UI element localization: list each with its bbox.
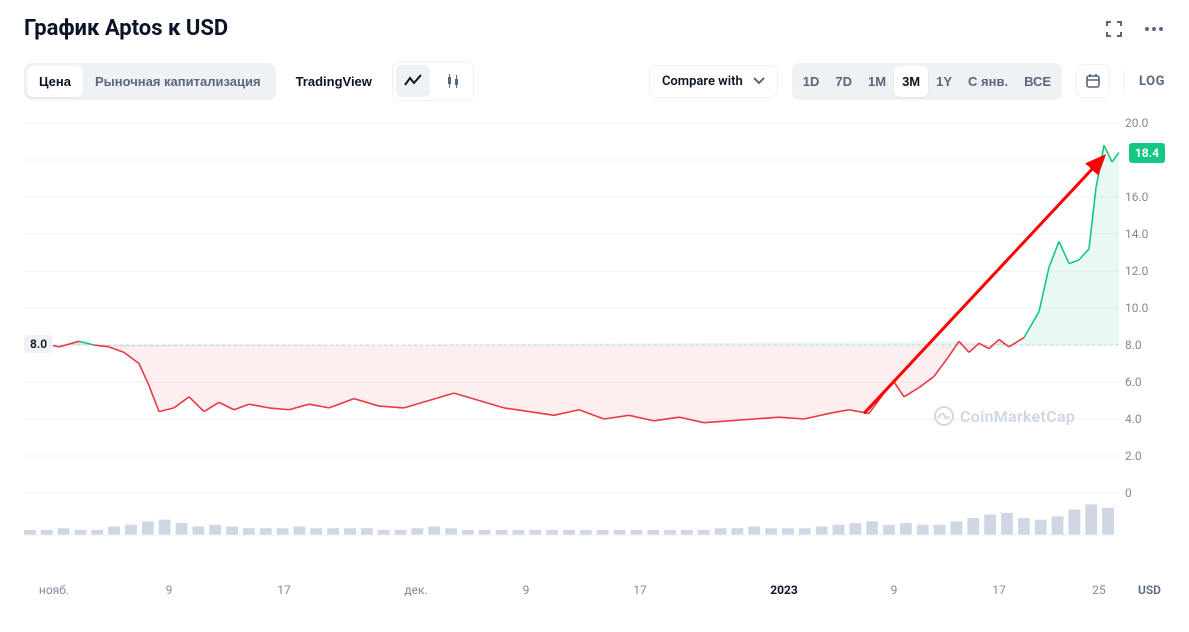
range-1M[interactable]: 1M: [860, 66, 894, 97]
tradingview-button[interactable]: TradingView: [290, 66, 378, 97]
watermark: CoinMarketCap: [934, 406, 1075, 426]
y-tick: 8.0: [1125, 338, 1142, 352]
y-tick: 6.0: [1125, 375, 1142, 389]
range-1Y[interactable]: 1Y: [928, 66, 960, 97]
y-tick: 20.0: [1125, 116, 1148, 130]
current-price-badge: 18.4: [1129, 143, 1165, 163]
y-axis: 20.0 16.0 14.0 12.0 10.0 8.0 6.0 4.0 2.0 0: [1119, 113, 1165, 603]
chevron-down-icon: [753, 77, 765, 85]
tab-mcap[interactable]: Рыночная капитализация: [83, 66, 273, 97]
x-tick: 17: [992, 583, 1006, 597]
price-chart[interactable]: 20.0 16.0 14.0 12.0 10.0 8.0 6.0 4.0 2.0 0 8.0 18…: [24, 113, 1165, 603]
y-tick: 12.0: [1125, 264, 1148, 278]
range-7D[interactable]: 7D: [827, 66, 860, 97]
divider: [1124, 69, 1125, 93]
candlestick-icon[interactable]: [436, 65, 470, 97]
x-axis: нояб.917дек.917202391725USD: [24, 583, 1115, 603]
y-tick: 4.0: [1125, 412, 1142, 426]
tab-price[interactable]: Цена: [27, 66, 83, 97]
line-chart-icon[interactable]: [396, 65, 430, 97]
page-title: График Aptos к USD: [24, 16, 228, 41]
chart-style-toggle: [392, 61, 474, 101]
more-icon[interactable]: [1143, 18, 1165, 40]
x-tick: 9: [891, 583, 898, 597]
x-tick: 17: [277, 583, 291, 597]
range-ВСЕ[interactable]: ВСЕ: [1016, 66, 1059, 97]
x-tick: 25: [1092, 583, 1106, 597]
x-tick: дек.: [404, 583, 427, 597]
baseline-badge: 8.0: [24, 335, 53, 353]
y-tick: 16.0: [1125, 190, 1148, 204]
log-toggle[interactable]: LOG: [1139, 74, 1165, 89]
time-range-tabs: 1D7D1M3M1YС янв.ВСЕ: [792, 63, 1062, 100]
x-tick: 9: [523, 583, 530, 597]
range-С янв.[interactable]: С янв.: [960, 66, 1016, 97]
range-3M[interactable]: 3M: [894, 66, 928, 97]
compare-dropdown[interactable]: Compare with: [649, 65, 778, 98]
y-tick: 2.0: [1125, 449, 1142, 463]
compare-label: Compare with: [662, 74, 743, 89]
y-tick: 10.0: [1125, 301, 1148, 315]
calendar-icon[interactable]: [1076, 64, 1110, 98]
x-tick: 17: [633, 583, 647, 597]
metric-tabs: Цена Рыночная капитализация: [24, 63, 276, 100]
y-tick: 14.0: [1125, 227, 1148, 241]
y-tick: 0: [1125, 486, 1132, 500]
fullscreen-icon[interactable]: [1103, 18, 1125, 40]
x-currency-label: USD: [1138, 583, 1161, 597]
x-tick: 9: [166, 583, 173, 597]
x-tick: нояб.: [39, 583, 69, 597]
x-tick: 2023: [770, 583, 798, 597]
range-1D[interactable]: 1D: [795, 66, 828, 97]
